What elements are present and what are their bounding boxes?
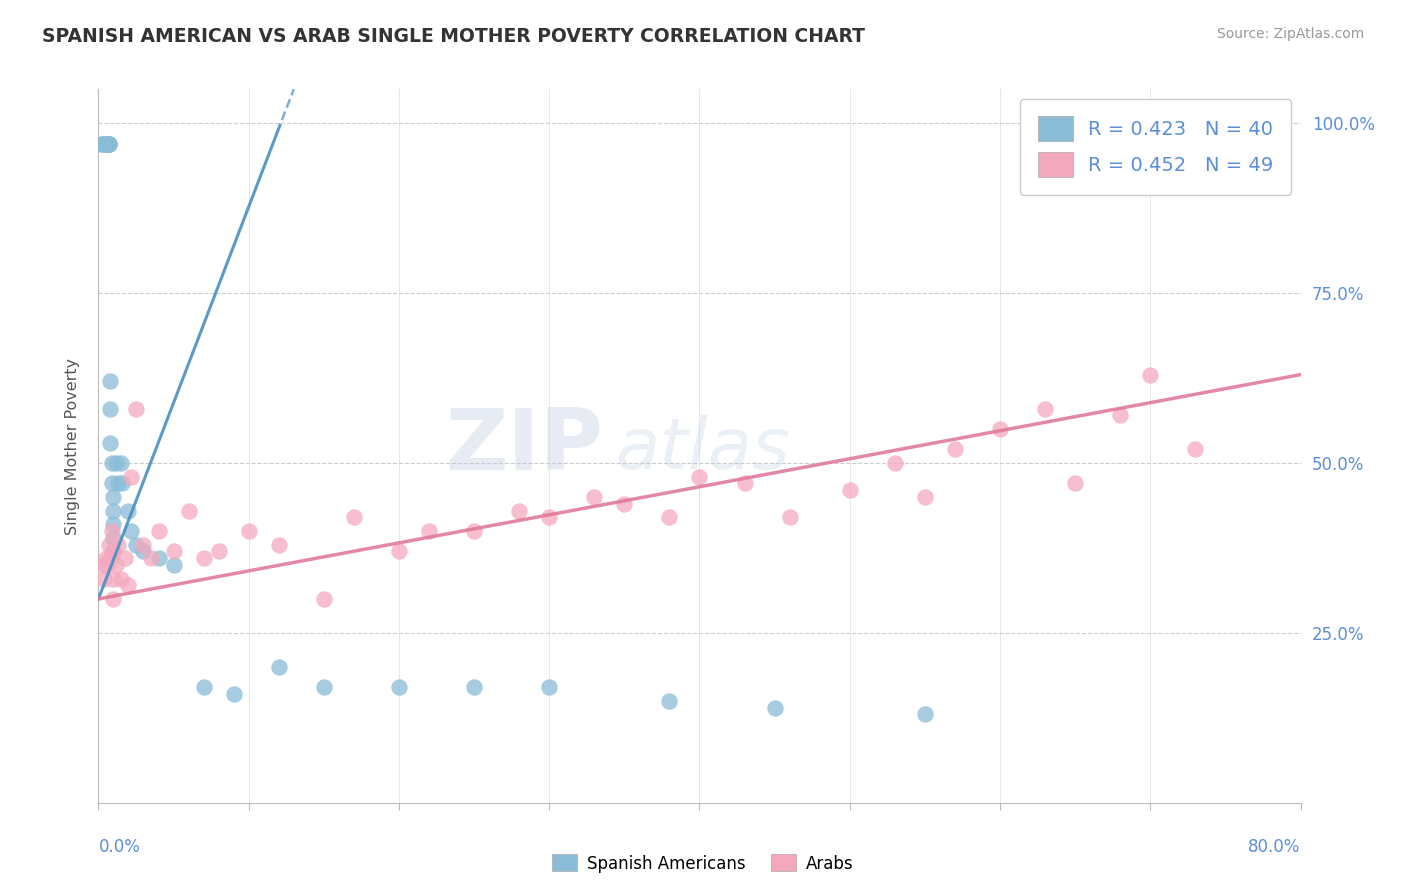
Point <box>1109 409 1132 423</box>
Text: atlas: atlas <box>616 415 790 484</box>
Point <box>1139 368 1161 382</box>
Point <box>1064 476 1087 491</box>
Point <box>93 572 115 586</box>
Point <box>658 694 681 708</box>
Point <box>121 469 143 483</box>
Point <box>101 476 124 491</box>
Point <box>125 537 148 551</box>
Text: 80.0%: 80.0% <box>1249 838 1301 856</box>
Point <box>94 551 117 566</box>
Point <box>538 680 561 694</box>
Point <box>97 136 120 151</box>
Point <box>110 456 132 470</box>
Point <box>117 503 139 517</box>
Point <box>162 558 184 572</box>
Point <box>94 136 117 151</box>
Point <box>613 497 636 511</box>
Point <box>110 572 132 586</box>
Point <box>97 136 120 151</box>
Point <box>388 544 411 558</box>
Y-axis label: Single Mother Poverty: Single Mother Poverty <box>65 358 80 534</box>
Point <box>105 558 128 572</box>
Point <box>943 442 966 457</box>
Point <box>779 510 801 524</box>
Point <box>103 531 125 545</box>
Point <box>193 680 215 694</box>
Point <box>267 660 290 674</box>
Point <box>111 476 134 491</box>
Point <box>117 578 139 592</box>
Point <box>508 503 530 517</box>
Point <box>312 680 335 694</box>
Legend: R = 0.423   N = 40, R = 0.452   N = 49: R = 0.423 N = 40, R = 0.452 N = 49 <box>1019 99 1291 194</box>
Point <box>125 401 148 416</box>
Point <box>96 136 118 151</box>
Point <box>388 680 411 694</box>
Point <box>132 544 155 558</box>
Point <box>97 537 120 551</box>
Point <box>463 680 485 694</box>
Point <box>103 572 125 586</box>
Point <box>96 136 118 151</box>
Text: SPANISH AMERICAN VS ARAB SINGLE MOTHER POVERTY CORRELATION CHART: SPANISH AMERICAN VS ARAB SINGLE MOTHER P… <box>42 27 865 45</box>
Point <box>763 700 786 714</box>
Point <box>93 136 115 151</box>
Point <box>96 558 118 572</box>
Point <box>914 707 936 722</box>
Point <box>103 544 125 558</box>
Point <box>914 490 936 504</box>
Point <box>90 136 112 151</box>
Point <box>103 503 125 517</box>
Point <box>838 483 860 498</box>
Point <box>103 490 125 504</box>
Point <box>103 544 125 558</box>
Point <box>105 456 128 470</box>
Point <box>267 537 290 551</box>
Point <box>114 551 136 566</box>
Point <box>312 591 335 606</box>
Point <box>103 517 125 532</box>
Point <box>418 524 440 538</box>
Point <box>101 456 124 470</box>
Point <box>177 503 200 517</box>
Point <box>463 524 485 538</box>
Point <box>148 524 170 538</box>
Point <box>988 422 1011 436</box>
Point <box>238 524 260 538</box>
Point <box>91 558 114 572</box>
Point <box>538 510 561 524</box>
Point <box>132 537 155 551</box>
Text: Source: ZipAtlas.com: Source: ZipAtlas.com <box>1216 27 1364 41</box>
Point <box>97 136 120 151</box>
Point <box>193 551 215 566</box>
Point <box>91 136 114 151</box>
Point <box>1184 442 1206 457</box>
Point <box>100 435 122 450</box>
Point <box>94 136 117 151</box>
Point <box>103 591 125 606</box>
Point <box>883 456 905 470</box>
Point <box>100 551 122 566</box>
Point <box>139 551 162 566</box>
Point <box>121 524 143 538</box>
Point <box>107 537 129 551</box>
Point <box>1033 401 1056 416</box>
Point <box>583 490 606 504</box>
Legend: Spanish Americans, Arabs: Spanish Americans, Arabs <box>546 847 860 880</box>
Point <box>343 510 366 524</box>
Point <box>222 687 245 701</box>
Point <box>107 476 129 491</box>
Point <box>148 551 170 566</box>
Point <box>658 510 681 524</box>
Point <box>734 476 756 491</box>
Point <box>101 524 124 538</box>
Point <box>162 544 184 558</box>
Point <box>208 544 231 558</box>
Text: ZIP: ZIP <box>446 404 603 488</box>
Point <box>689 469 711 483</box>
Point <box>100 375 122 389</box>
Point <box>100 401 122 416</box>
Text: 0.0%: 0.0% <box>98 838 141 856</box>
